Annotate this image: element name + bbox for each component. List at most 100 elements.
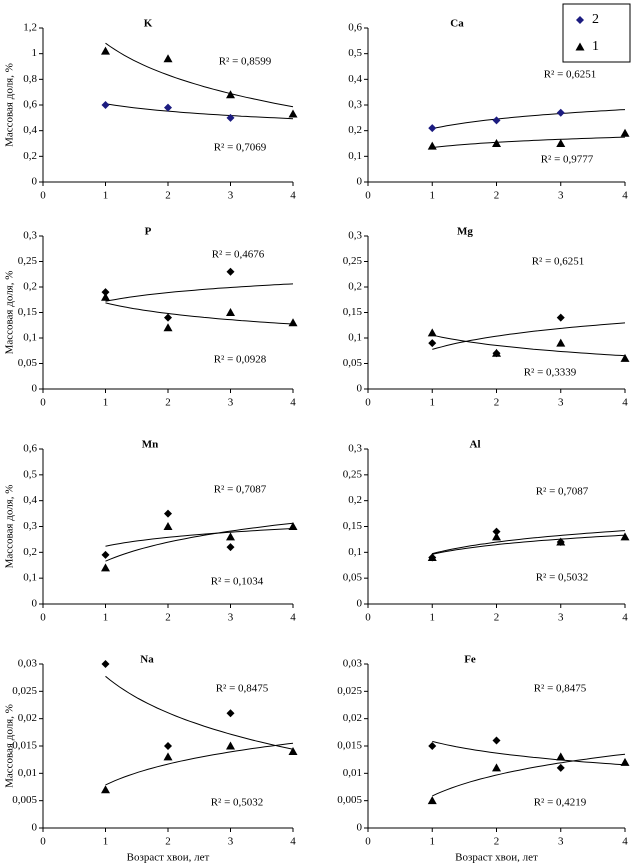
triangle-marker [427,141,437,150]
r-squared-label: R² = 0,3339 [524,367,577,379]
triangle-marker [101,785,110,794]
triangle-marker [556,752,566,761]
y-tick-label: 0,05 [343,357,363,369]
r-squared-label: R² = 0,4676 [212,249,265,261]
triangle-marker [288,522,298,530]
x-tick-label: 1 [103,612,109,624]
y-tick-label: 0,4 [348,73,362,85]
diamond-marker [576,16,584,24]
y-tick-label: 0 [357,822,363,834]
triangle-marker [492,348,501,357]
triangle-marker [226,90,235,99]
y-tick-label: 0,2 [348,494,362,506]
diamond-marker [164,103,172,112]
diamond-marker [164,742,172,750]
x-tick-label: 0 [40,612,46,624]
x-tick-label: 2 [165,397,171,409]
trend-line [432,136,626,148]
y-axis-label: Массовая доля, % [4,63,16,147]
diamond-marker [492,736,501,745]
triangle-marker [226,532,235,541]
x-tick-label: 2 [494,836,500,848]
x-tick-label: 1 [430,836,436,848]
x-tick-label: 4 [290,397,296,409]
x-tick-label: 1 [103,836,109,848]
r-squared-label: R² = 0,5032 [536,572,589,584]
x-axis-label: Возраст хвои, лет [127,852,210,864]
y-tick-label: 0,15 [18,306,38,318]
triangle-marker [620,757,630,766]
r-squared-label: R² = 0,8475 [216,683,269,695]
x-tick-label: 4 [622,612,628,624]
x-tick-label: 4 [290,612,296,624]
x-tick-label: 0 [40,836,46,848]
x-tick-label: 3 [228,836,234,848]
y-tick-label: 0,25 [18,255,38,267]
x-tick-label: 0 [365,612,371,624]
y-tick-label: 0 [32,176,38,188]
triangle-marker [288,109,298,118]
panel-title: Mg [457,226,473,238]
diamond-marker [492,116,501,125]
x-tick-label: 0 [365,836,371,848]
x-tick-label: 1 [103,190,109,202]
y-tick-label: 0,4 [23,124,37,136]
x-tick-label: 0 [40,190,46,202]
y-tick-label: 0 [357,598,363,610]
triangle-marker [556,139,566,147]
x-tick-label: 2 [494,190,500,202]
y-tick-label: 0,05 [343,572,363,584]
triangle-marker [620,353,630,362]
diamond-marker [428,124,437,133]
y-tick-label: 0,03 [343,658,363,670]
x-tick-label: 1 [430,612,436,624]
y-tick-label: 0,01 [343,767,362,779]
diamond-marker [492,527,501,536]
panel-title: Al [470,439,481,451]
diamond-marker [226,709,235,718]
y-tick-label: 0 [357,383,363,395]
y-tick-label: 0,1 [348,150,362,162]
trend-line [105,675,294,750]
panel-title: K [144,18,153,30]
y-tick-label: 0 [357,176,363,188]
triangle-marker [163,323,173,332]
r-squared-label: R² = 0,5032 [211,797,264,809]
trend-line [105,522,294,562]
triangle-marker [427,328,437,337]
triangle-marker [620,532,630,541]
panel-title: Ca [450,18,464,30]
diamond-marker [226,267,235,276]
y-tick-label: 1,2 [23,22,37,34]
y-tick-label: 0,4 [23,494,37,506]
triangle-marker [101,563,110,572]
diamond-marker [101,550,110,559]
triangle-marker [163,522,173,530]
r-squared-label: R² = 0,6251 [544,69,597,81]
trend-line [105,528,294,547]
x-tick-label: 2 [165,190,171,202]
x-tick-label: 0 [365,190,371,202]
y-tick-label: 0,1 [23,332,37,344]
panel-title: Mn [142,439,159,451]
diamond-marker [428,742,437,750]
y-tick-label: 0,2 [348,124,362,136]
r-squared-label: R² = 0,8599 [219,56,272,68]
y-axis-label: Массовая доля, % [4,485,16,569]
y-tick-label: 0,6 [23,99,37,111]
y-tick-label: 0,025 [337,685,362,697]
trend-line [432,753,626,797]
y-tick-label: 0,8 [23,73,37,85]
x-tick-label: 0 [365,397,371,409]
triangle-marker [101,292,110,301]
x-tick-label: 1 [430,397,436,409]
y-tick-label: 0,25 [343,255,363,267]
diamond-marker [556,108,565,117]
y-tick-label: 0,1 [348,332,362,344]
x-tick-label: 4 [622,190,628,202]
r-squared-label: R² = 0,8475 [534,683,587,695]
x-tick-label: 1 [103,397,109,409]
y-tick-label: 0,6 [348,22,362,34]
x-tick-label: 2 [165,612,171,624]
y-tick-label: 0,5 [348,47,362,59]
